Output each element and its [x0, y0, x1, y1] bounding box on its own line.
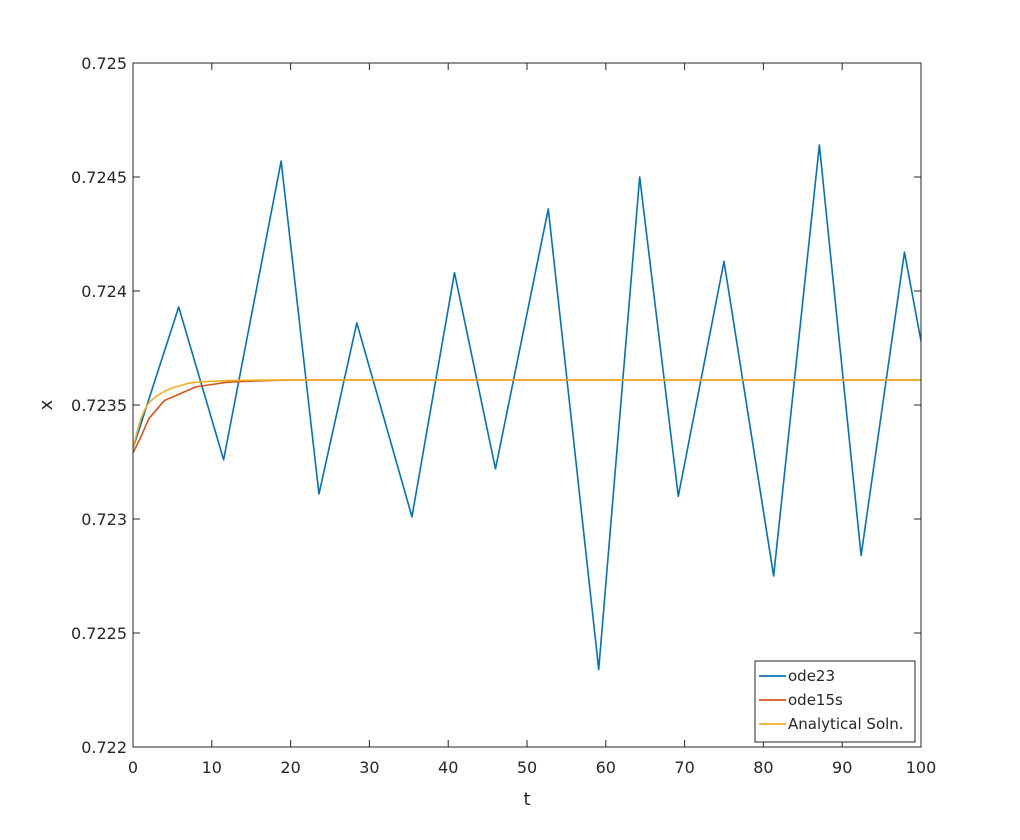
series-line-analytical-soln	[133, 379, 921, 449]
x-tick-label: 100	[906, 758, 937, 777]
y-tick-label: 0.7245	[71, 168, 127, 187]
y-axis-label: x	[36, 399, 57, 410]
legend-label: Analytical Soln.	[788, 715, 904, 733]
x-tick-label: 70	[674, 758, 694, 777]
y-tick-label: 0.723	[81, 510, 127, 529]
y-tick-label: 0.7225	[71, 624, 127, 643]
y-tick-label: 0.724	[81, 282, 127, 301]
x-tick-label: 0	[128, 758, 138, 777]
axes-layer: 0 10 20 30 40 50 60 70 80 90 100 0.722 0.7225 0.723 0.…	[71, 54, 936, 777]
plot-background	[133, 63, 921, 747]
x-tick-label: 10	[202, 758, 222, 777]
legend: ode23 ode15s Analytical Soln.	[754, 660, 916, 743]
x-tick-label: 60	[596, 758, 616, 777]
x-tick-label: 90	[832, 758, 852, 777]
x-tick-label: 40	[438, 758, 458, 777]
y-tick-label: 0.7235	[71, 396, 127, 415]
legend-label: ode15s	[788, 691, 843, 709]
plot-area	[133, 63, 921, 747]
legend-box	[754, 660, 916, 743]
x-tick-label: 50	[517, 758, 537, 777]
series-line-ode23	[133, 144, 921, 671]
x-tick-label: 20	[280, 758, 300, 777]
y-tick-label: 0.725	[81, 54, 127, 73]
y-tick-label: 0.722	[81, 738, 127, 757]
legend-label: ode23	[788, 667, 835, 685]
x-tick-label: 80	[753, 758, 773, 777]
series-layer	[133, 144, 921, 671]
x-tick-label: 30	[359, 758, 379, 777]
x-axis-label: t	[523, 789, 530, 810]
